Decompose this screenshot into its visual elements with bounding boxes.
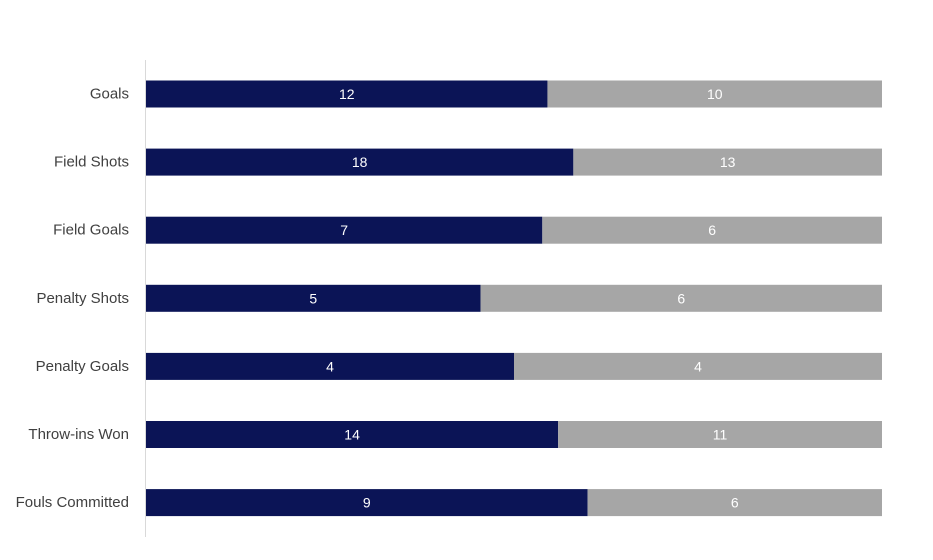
chart-marks: Goals 12 10 Field Shots 18 13 Field Goals 7 6 Pen… [16,80,882,517]
category-label-fouls-committed: Fouls Committed [16,494,129,511]
category-label-goals: Goals [90,86,129,103]
category-label-throw-ins-won: Throw-ins Won [28,426,129,443]
data-label-field-shots-series-2: 13 [720,154,736,170]
data-label-field-shots-series-1: 18 [352,154,368,170]
category-label-field-shots: Field Shots [54,154,129,171]
bar-segment-field-goals-series-1 [146,216,543,244]
bar-segment-penalty-goals-series-1 [146,352,514,380]
data-label-goals-series-1: 12 [339,86,355,102]
bar-segment-fouls-committed-series-1 [146,489,588,517]
data-label-field-goals-series-2: 6 [708,222,716,238]
bar-segment-field-goals-series-2 [542,216,882,244]
data-label-fouls-committed-series-2: 6 [731,495,739,511]
bar-segment-goals-series-1 [146,80,548,108]
data-label-goals-series-2: 10 [707,86,723,102]
data-label-penalty-goals-series-2: 4 [694,358,702,374]
data-label-penalty-shots-series-1: 5 [309,290,317,306]
category-label-field-goals: Field Goals [53,222,129,239]
bar-segment-throw-ins-won-series-2 [558,421,882,448]
data-label-fouls-committed-series-1: 9 [363,495,371,511]
data-label-field-goals-series-1: 7 [340,222,348,238]
category-label-penalty-goals: Penalty Goals [36,358,129,375]
bar-segment-penalty-goals-series-2 [514,352,882,380]
bar-segment-field-shots-series-1 [146,148,574,176]
bar-segment-penalty-shots-series-1 [146,284,481,312]
bar-segment-field-shots-series-2 [573,148,882,176]
data-label-penalty-shots-series-2: 6 [677,290,685,306]
data-label-penalty-goals-series-1: 4 [326,358,334,374]
bar-segment-fouls-committed-series-2 [587,489,882,517]
data-label-throw-ins-won-series-2: 11 [713,427,728,443]
bar-segment-goals-series-2 [547,80,882,108]
bar-segment-penalty-shots-series-2 [480,284,882,312]
category-label-penalty-shots: Penalty Shots [36,290,129,307]
data-label-throw-ins-won-series-1: 14 [344,427,360,443]
bar-segment-throw-ins-won-series-1 [146,421,559,448]
